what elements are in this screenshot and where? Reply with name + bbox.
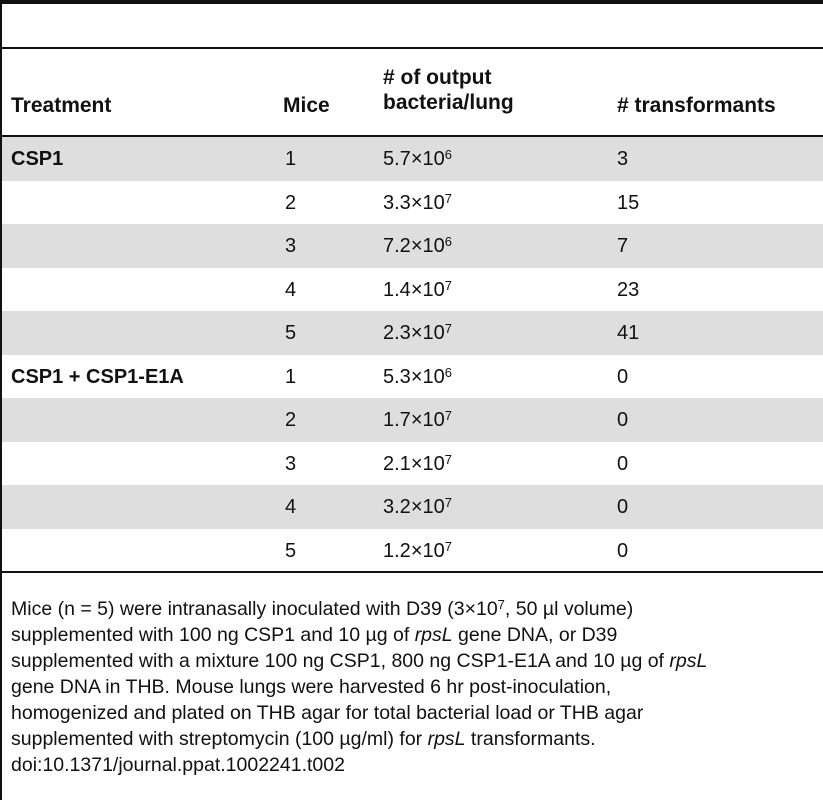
header-bottom-rule: [2, 135, 823, 137]
table-row: 4 3.2×107 0: [2, 485, 823, 529]
cell-transformants: 0: [617, 539, 629, 562]
cell-mice: 4: [285, 496, 297, 518]
cell-output: 5.3×106: [383, 364, 452, 388]
cell-transformants: 0: [617, 452, 629, 475]
footnote-line: supplemented with 100 ng CSP1 and 10 µg …: [11, 624, 618, 646]
table-row: 2 1.7×107 0: [2, 398, 823, 442]
cell-treatment: CSP1: [11, 148, 64, 170]
cell-output: 2.1×107: [383, 451, 452, 475]
table-top-border: [0, 0, 823, 4]
table-body: CSP1 1 5.7×106 3 2 3.3×107 15 3 7.2×106 …: [2, 137, 823, 572]
cell-output: 3.3×107: [383, 190, 452, 214]
cell-mice: 5: [285, 539, 297, 562]
cell-transformants: 7: [617, 235, 629, 257]
footnote-line: Mice (n = 5) were intranasally inoculate…: [11, 597, 634, 620]
table-row: 3 2.1×107 0: [2, 442, 823, 486]
header-treatment: Treatment: [11, 94, 112, 117]
header-top-rule: [2, 47, 823, 49]
table-row: CSP1 + CSP1-E1A 1 5.3×106 0: [2, 355, 823, 399]
cell-transformants: 23: [617, 278, 640, 301]
table-row: 4 1.4×107 23: [2, 268, 823, 312]
cell-output: 3.2×107: [383, 495, 452, 518]
table-row: CSP1 1 5.7×106 3: [2, 137, 823, 181]
cell-transformants: 0: [617, 409, 629, 431]
table-row: 5 2.3×107 41: [2, 311, 823, 355]
cell-transformants: 0: [617, 496, 629, 518]
cell-output: 7.2×106: [383, 234, 452, 257]
cell-output: 1.4×107: [383, 277, 452, 301]
table-row: 5 1.2×107 0: [2, 529, 823, 573]
header-output-bacteria: # of output bacteria/lung: [383, 65, 603, 115]
header-output-line2: bacteria/lung: [383, 91, 514, 114]
table-bottom-rule: [2, 571, 823, 573]
cell-mice: 2: [285, 191, 297, 214]
footnote-line: gene DNA in THB. Mouse lungs were harves…: [11, 676, 612, 698]
header-transformants: # transformants: [617, 94, 776, 117]
cell-output: 2.3×107: [383, 321, 452, 344]
cell-mice: 2: [285, 409, 297, 431]
cell-mice: 1: [285, 365, 297, 388]
cell-treatment: CSP1 + CSP1-E1A: [11, 365, 184, 388]
cell-mice: 3: [285, 452, 297, 475]
footnote-line: supplemented with streptomycin (100 µg/m…: [11, 728, 596, 750]
cell-output: 1.2×107: [383, 538, 452, 562]
header-mice: Mice: [283, 94, 330, 117]
footnote-line: supplemented with a mixture 100 ng CSP1,…: [11, 650, 708, 672]
cell-mice: 4: [285, 278, 297, 301]
cell-mice: 5: [285, 322, 297, 344]
table-footnote: Mice (n = 5) were intranasally inoculate…: [11, 596, 823, 778]
cell-mice: 3: [285, 235, 297, 257]
cell-transformants: 0: [617, 365, 629, 388]
cell-output: 5.7×106: [383, 147, 452, 170]
header-output-line1: # of output: [383, 66, 492, 89]
table-row: 3 7.2×106 7: [2, 224, 823, 268]
cell-transformants: 3: [617, 148, 629, 170]
table-row: 2 3.3×107 15: [2, 181, 823, 225]
cell-mice: 1: [285, 148, 297, 170]
cell-transformants: 15: [617, 191, 640, 214]
cell-output: 1.7×107: [383, 408, 452, 431]
footnote-line: homogenized and plated on THB agar for t…: [11, 702, 644, 724]
footnote-doi: doi:10.1371/journal.ppat.1002241.t002: [11, 754, 345, 776]
cell-transformants: 41: [617, 322, 640, 344]
table-left-border: [0, 0, 2, 800]
